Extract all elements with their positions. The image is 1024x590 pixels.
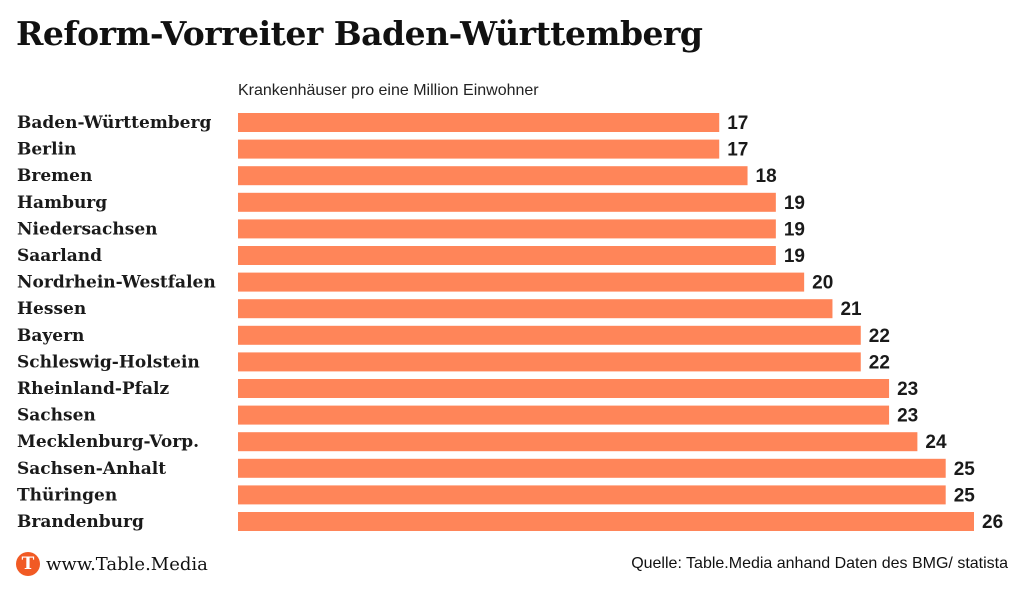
value-label: 23 [897,379,918,400]
bar [238,272,805,292]
bar [238,113,720,132]
bar [238,325,861,345]
category-label: Rheinland-Pfalz [17,379,169,399]
category-label: Saarland [17,246,102,266]
bar [238,405,890,425]
value-label: 24 [925,432,947,453]
category-label: Thüringen [17,485,117,505]
category-label: Sachsen-Anhalt [17,459,166,479]
footer-source: Quelle: Table.Media anhand Daten des BMG… [631,555,1008,572]
category-label: Hessen [17,299,86,319]
category-label: Nordrhein-Westfalen [17,273,216,293]
footer-site-link[interactable]: www.Table.Media [46,553,208,575]
value-label: 19 [784,193,805,214]
category-label: Brandenburg [17,512,144,532]
value-label: 25 [954,485,976,506]
value-label: 26 [982,512,1003,533]
value-label: 22 [869,326,890,347]
bar [238,192,776,212]
bar [238,219,776,239]
value-label: 25 [954,459,976,480]
value-label: 19 [784,246,805,267]
category-label: Niedersachsen [17,219,158,239]
bar [238,352,861,372]
value-label: 18 [756,166,777,187]
bar [238,166,748,186]
category-label: Schleswig-Holstein [17,352,200,372]
value-label: 23 [897,406,918,427]
category-label: Hamburg [17,193,107,213]
value-label: 20 [812,273,833,294]
chart-subtitle: Krankenhäuser pro eine Million Einwohner [238,82,539,99]
bar [238,512,974,531]
chart-title: Reform-Vorreiter Baden-Württemberg [16,14,703,53]
footer-branding: T www.Table.Media [16,551,208,577]
value-label: 21 [840,299,862,320]
category-label: Bremen [17,166,92,186]
category-label: Baden-Württemberg [17,113,211,133]
bar-chart: Baden-Württemberg 17 Berlin 17 Bremen 18 Hambu… [17,113,1003,533]
table-media-logo-icon: T [16,552,40,576]
bar [238,299,833,319]
bar [238,432,918,452]
bar [238,139,720,159]
value-label: 22 [869,352,890,373]
category-label: Bayern [17,326,84,346]
bar [238,485,946,505]
bar [238,246,776,265]
bar [238,379,890,398]
value-label: 17 [727,113,748,134]
category-label: Mecklenburg-Vorp. [17,432,199,452]
category-label: Sachsen [17,406,96,426]
category-label: Berlin [17,140,76,160]
value-label: 17 [727,140,748,161]
bar [238,458,946,478]
value-label: 19 [784,219,805,240]
